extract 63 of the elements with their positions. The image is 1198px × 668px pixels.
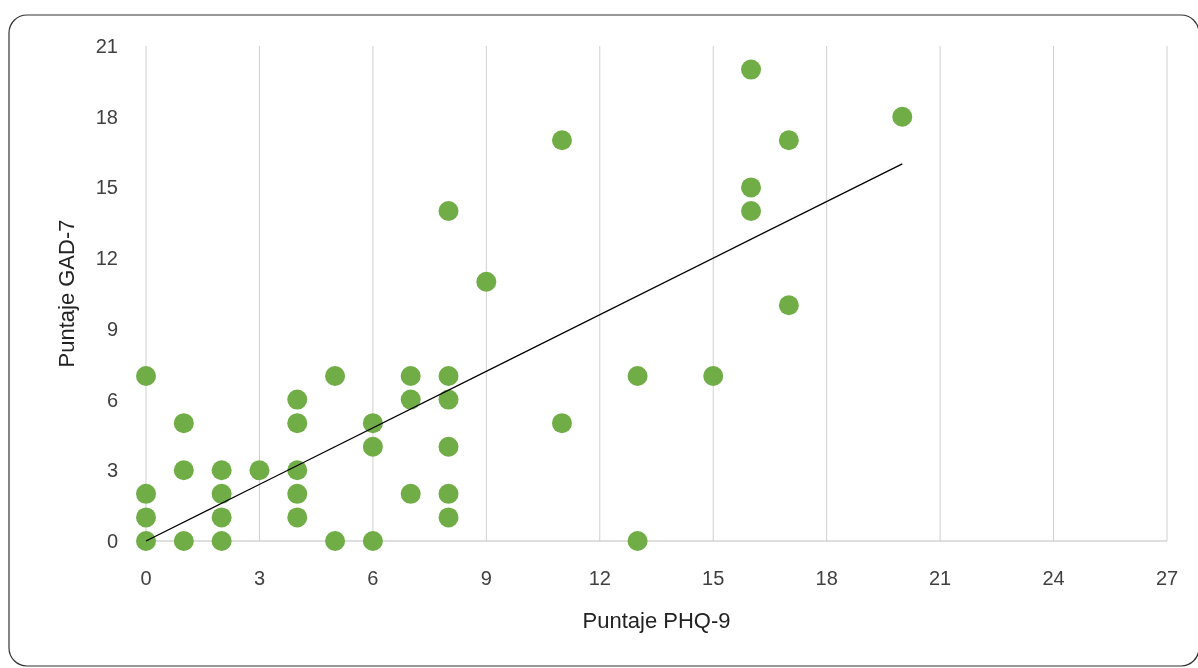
y-tick-label: 3 [106, 459, 118, 482]
point [551, 413, 572, 434]
x-tick-label: 9 [480, 567, 492, 589]
point [211, 460, 232, 481]
point [438, 436, 459, 457]
point [325, 366, 346, 386]
point [778, 295, 799, 316]
point [892, 106, 913, 127]
point [173, 413, 194, 434]
x-tick-label: 6 [367, 567, 379, 589]
point [211, 531, 232, 551]
point [136, 483, 156, 504]
point [325, 531, 346, 551]
point [136, 507, 156, 528]
y-tick-label: 9 [106, 317, 118, 340]
point [476, 271, 497, 292]
point [362, 436, 383, 457]
point [287, 413, 308, 434]
point [438, 389, 459, 410]
y-tick-label: 18 [95, 105, 118, 128]
x-tick-label: 18 [815, 567, 838, 589]
point [362, 413, 383, 434]
point [362, 531, 383, 551]
point [703, 366, 724, 386]
y-tick-label: 12 [95, 247, 118, 270]
y-tick-label: 15 [95, 176, 118, 199]
point [438, 201, 459, 221]
point [627, 366, 648, 386]
point [551, 130, 572, 151]
point [400, 366, 421, 386]
point [287, 483, 308, 504]
point [438, 483, 459, 504]
point [627, 531, 648, 551]
point [400, 483, 421, 504]
point [438, 507, 459, 528]
point [741, 59, 762, 80]
y-tick-label: 21 [95, 35, 118, 57]
point [741, 177, 762, 198]
x-tick-label: 0 [140, 567, 152, 589]
point [136, 366, 156, 386]
point [287, 507, 308, 528]
point [287, 389, 308, 410]
point [211, 483, 232, 504]
point [173, 460, 194, 481]
y-tick-label: 6 [106, 388, 118, 411]
x-tick-label: 15 [702, 567, 725, 589]
x-axis-title: Puntaje PHQ-9 [582, 608, 731, 633]
point [778, 130, 799, 151]
x-tick-label: 27 [1155, 567, 1179, 589]
x-tick-label: 3 [253, 567, 266, 589]
point [249, 460, 270, 481]
point [211, 507, 232, 528]
point [400, 389, 421, 410]
point [136, 531, 156, 551]
x-tick-label: 24 [1042, 567, 1065, 589]
y-tick-label: 0 [106, 530, 118, 552]
point [287, 460, 308, 481]
point [173, 531, 194, 551]
x-tick-label: 12 [588, 567, 611, 589]
point [438, 366, 459, 386]
x-tick-label: 21 [928, 567, 952, 589]
y-axis-title: Puntaje GAD-7 [54, 219, 79, 368]
point [741, 201, 762, 221]
